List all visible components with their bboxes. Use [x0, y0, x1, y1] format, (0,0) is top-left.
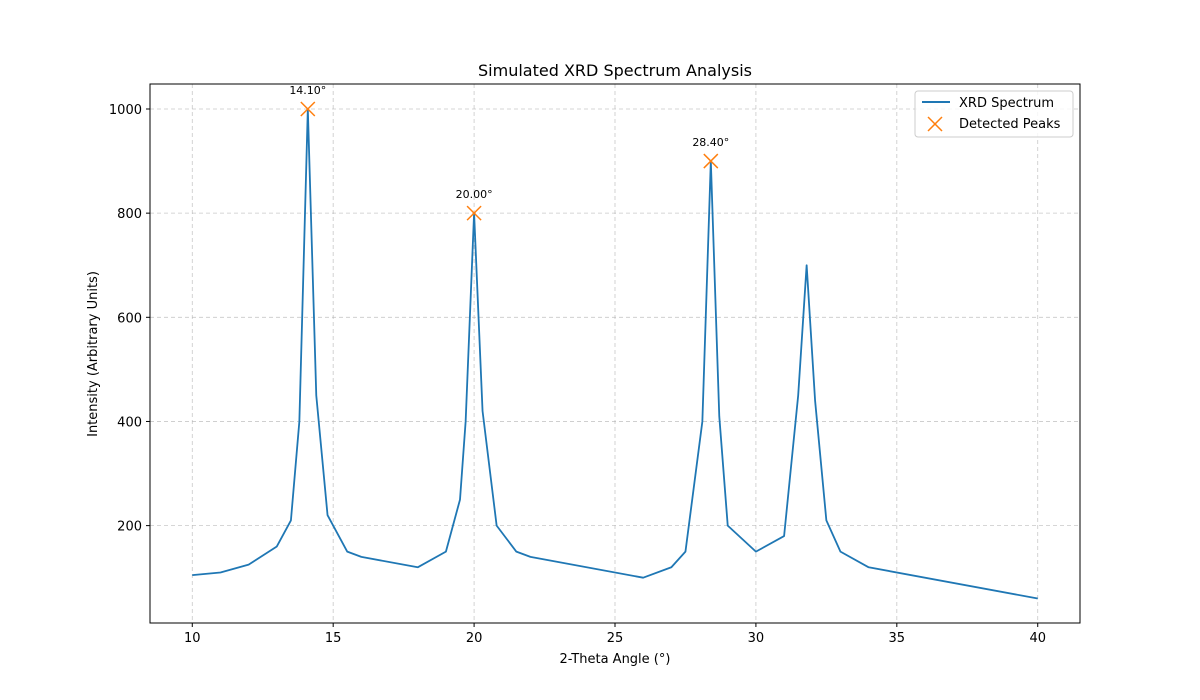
x-tick-label: 35 [889, 631, 906, 646]
spectrum-line [192, 108, 1038, 600]
y-axis-label: Intensity (Arbitrary Units) [86, 271, 101, 437]
peak-marker [300, 101, 316, 117]
legend-marker-swatch-b [927, 116, 943, 132]
x-tick-label: 20 [466, 631, 483, 646]
x-tick-label: 40 [1029, 631, 1046, 646]
x-tick-label: 10 [184, 631, 201, 646]
x-axis-label: 2-Theta Angle (°) [560, 652, 671, 667]
x-tick-label: 25 [607, 631, 624, 646]
peak-marker [703, 153, 719, 169]
peak-annotations: 14.10° 20.00° 28.40° [289, 84, 729, 201]
y-tick-label: 800 [117, 207, 142, 222]
y-tick-label: 200 [117, 520, 142, 535]
peak-annotation: 20.00° [456, 188, 493, 201]
x-tick-label: 15 [325, 631, 342, 646]
data-layer [192, 101, 1038, 600]
y-tick-label: 600 [117, 311, 142, 326]
x-tick-label: 30 [748, 631, 765, 646]
legend-frame [914, 90, 1074, 138]
y-tick-label: 1000 [109, 103, 142, 118]
chart-title: Simulated XRD Spectrum Analysis [478, 61, 752, 80]
peak-annotation: 28.40° [692, 136, 729, 149]
legend-label-peaks: Detected Peaks [959, 117, 1061, 132]
ticks: 10 15 20 25 30 35 40 200 400 600 800 1000 [109, 103, 1046, 646]
peak-marker [466, 205, 482, 221]
legend-label-spectrum: XRD Spectrum [959, 96, 1054, 111]
legend: XRD Spectrum Detected Peaks [914, 90, 1074, 138]
peak-annotation: 14.10° [289, 84, 326, 97]
y-tick-label: 400 [117, 415, 142, 430]
